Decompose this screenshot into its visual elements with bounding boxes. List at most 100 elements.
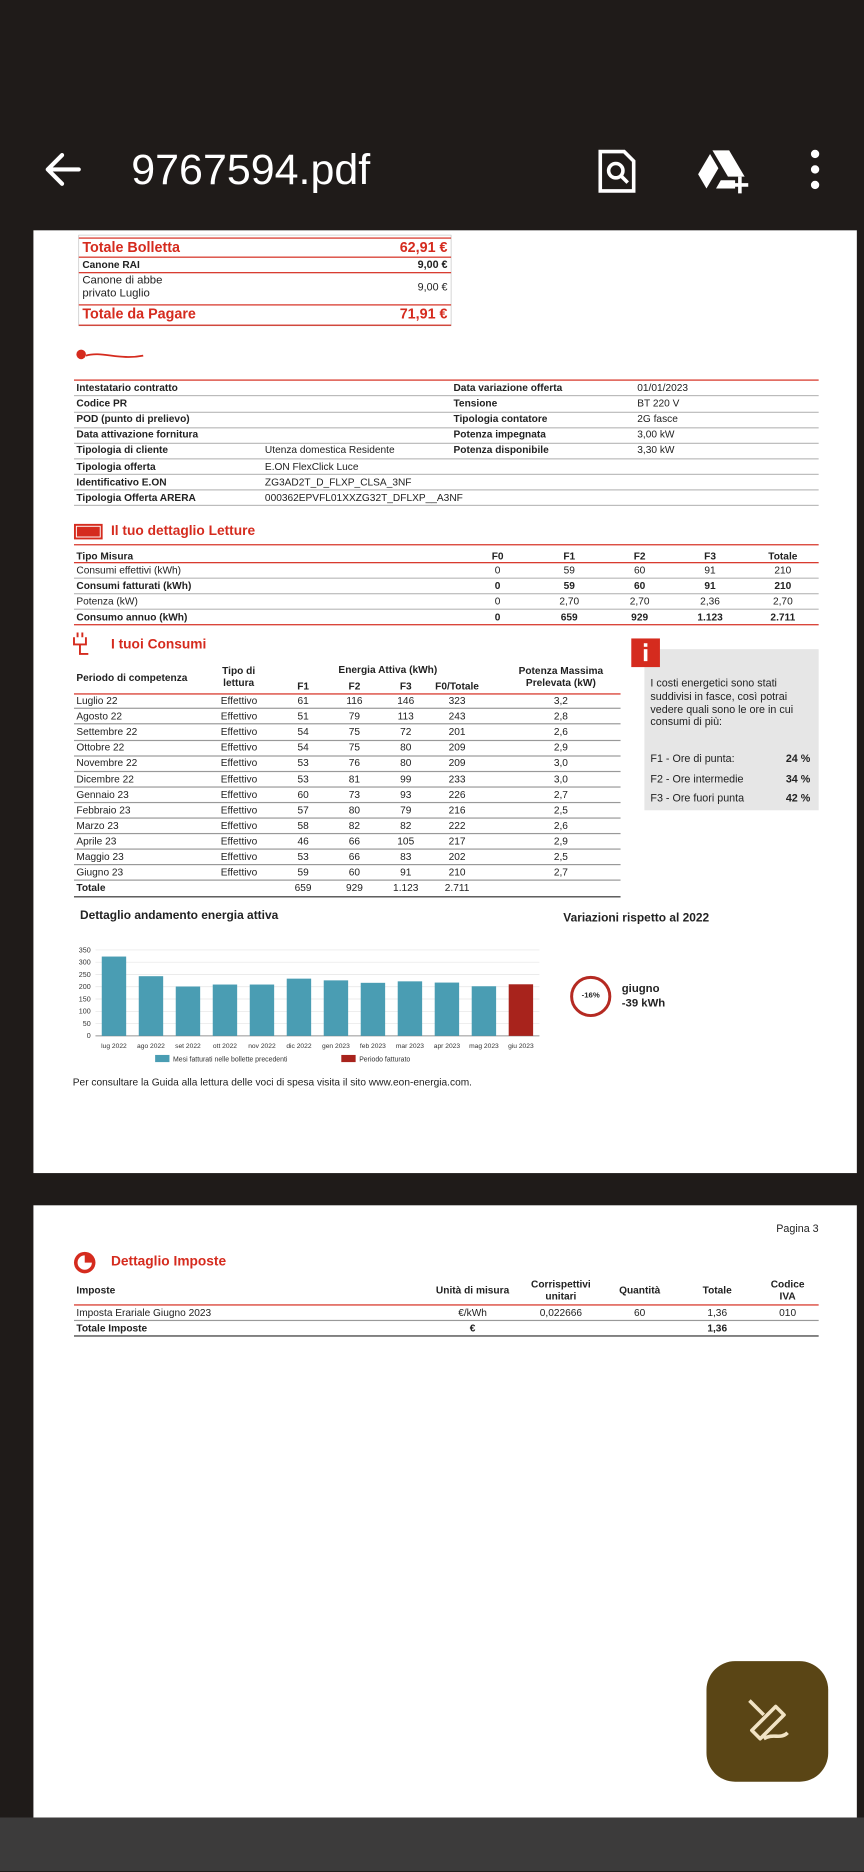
cell: 66 [348, 834, 361, 847]
x-tick-label: feb 2023 [360, 1043, 386, 1050]
column-header: Periodo di competenza [76, 671, 188, 684]
rule [73, 593, 819, 595]
summary-amount: 62,91 € [399, 238, 448, 256]
rule [73, 1304, 819, 1306]
rule [73, 577, 819, 579]
more-button[interactable] [810, 149, 820, 190]
band-label: F2 - Ore intermedie [650, 772, 744, 785]
dot [810, 149, 820, 159]
x-tick-label: apr 2023 [434, 1043, 461, 1050]
drive-icon [698, 150, 745, 189]
variation-delta: -39 kWh [621, 996, 666, 1010]
cell: 3,0 [553, 772, 568, 785]
column-header: Totale [768, 549, 798, 562]
summary-amount: 9,00 € [417, 281, 448, 293]
cell: Consumi effettivi (kWh) [76, 564, 182, 577]
bar [286, 978, 312, 1036]
cell: Consumo annuo (kWh) [76, 610, 188, 623]
cell: 59 [563, 579, 575, 592]
cell: 60 [297, 788, 309, 800]
cell: 82 [348, 819, 361, 832]
doc-icon [598, 149, 636, 193]
cell: Marzo 23 [76, 819, 119, 832]
cell: Effettivo [220, 788, 258, 800]
edit-fab[interactable] [706, 1661, 829, 1782]
contract-label: Tipologia contatore [453, 412, 548, 425]
rule [73, 624, 819, 626]
lens-icon [606, 161, 625, 180]
bottom-bar [0, 1817, 864, 1872]
rule [73, 411, 819, 412]
find-button[interactable] [598, 149, 636, 193]
cell: 2,7 [553, 788, 568, 800]
cell: 80 [400, 741, 412, 754]
plus-icon [731, 176, 749, 194]
contract-label: Tipologia di cliente [76, 444, 169, 457]
column-header: F1 [297, 679, 310, 692]
cell: 61 [297, 694, 309, 707]
legend-swatch [155, 1054, 170, 1063]
contract-value: E.ON FlexClick Luce [264, 459, 359, 472]
contract-value: 3,00 kW [637, 428, 675, 441]
summary-label: Totale Bolletta [82, 238, 180, 256]
rule [73, 786, 621, 787]
contract-value: 2G fasce [637, 412, 678, 425]
cell: 60 [633, 1306, 646, 1319]
rule [78, 256, 452, 258]
group-header: Energia Attiva (kWh) [338, 663, 438, 676]
x-tick-label: set 2022 [175, 1043, 201, 1050]
bar [360, 982, 386, 1036]
cell: Luglio 22 [76, 694, 118, 707]
rule [73, 544, 819, 546]
cell: Consumi fatturati (kWh) [76, 579, 192, 592]
band-label: F3 - Ore fuori punta [650, 791, 745, 804]
band-share: 24 % [785, 752, 811, 765]
rule [73, 770, 621, 772]
cell: Effettivo [220, 772, 258, 785]
back-button[interactable] [45, 153, 81, 186]
cell: Effettivo [220, 834, 258, 847]
cell: 226 [448, 788, 466, 800]
cell: 146 [397, 694, 415, 707]
rule [73, 708, 621, 709]
drive-button[interactable] [698, 150, 749, 194]
cell: Effettivo [220, 819, 258, 832]
cell: 0 [494, 595, 501, 608]
cell: 2,8 [553, 709, 568, 722]
y-tick-label: 350 [79, 946, 91, 954]
x-tick-label: mag 2023 [469, 1043, 499, 1050]
cell: 216 [448, 803, 466, 816]
info-text: I costi energetici sono stati suddivisi … [650, 677, 794, 728]
lens-handle [619, 174, 629, 184]
cell: 0,022666 [539, 1306, 583, 1319]
cell: Effettivo [220, 725, 258, 738]
cell: 93 [400, 788, 412, 800]
cell: 83 [400, 850, 412, 863]
cell: 73 [348, 788, 361, 800]
cell: 2.711 [770, 610, 796, 623]
rule [73, 473, 819, 475]
contract-label: Data variazione offerta [453, 381, 563, 394]
contract-value: Utenza domestica Residente [264, 444, 395, 457]
cell: 57 [297, 803, 309, 816]
cell: 2,36 [700, 595, 720, 608]
cell: 2,70 [559, 595, 580, 608]
column-header: Quantità [619, 1283, 661, 1296]
bar [138, 976, 164, 1036]
cell: 210 [774, 579, 792, 592]
file-title: 9767594.pdf [131, 144, 371, 194]
column-header: F2 [633, 549, 646, 562]
cell: Effettivo [220, 850, 258, 863]
rule [73, 458, 819, 459]
cell: 59 [563, 564, 575, 577]
column-header: Potenza Massima Prelevata (kW) [518, 664, 604, 689]
cell: 91 [704, 564, 716, 577]
bar [397, 981, 423, 1036]
cell: 80 [348, 803, 361, 816]
contract-value: 3,30 kW [637, 444, 675, 457]
column-header: F1 [563, 549, 576, 562]
cell: Imposta Erariale Giugno 2023 [76, 1306, 212, 1319]
cell: 79 [400, 803, 412, 816]
cell: 60 [633, 579, 646, 592]
